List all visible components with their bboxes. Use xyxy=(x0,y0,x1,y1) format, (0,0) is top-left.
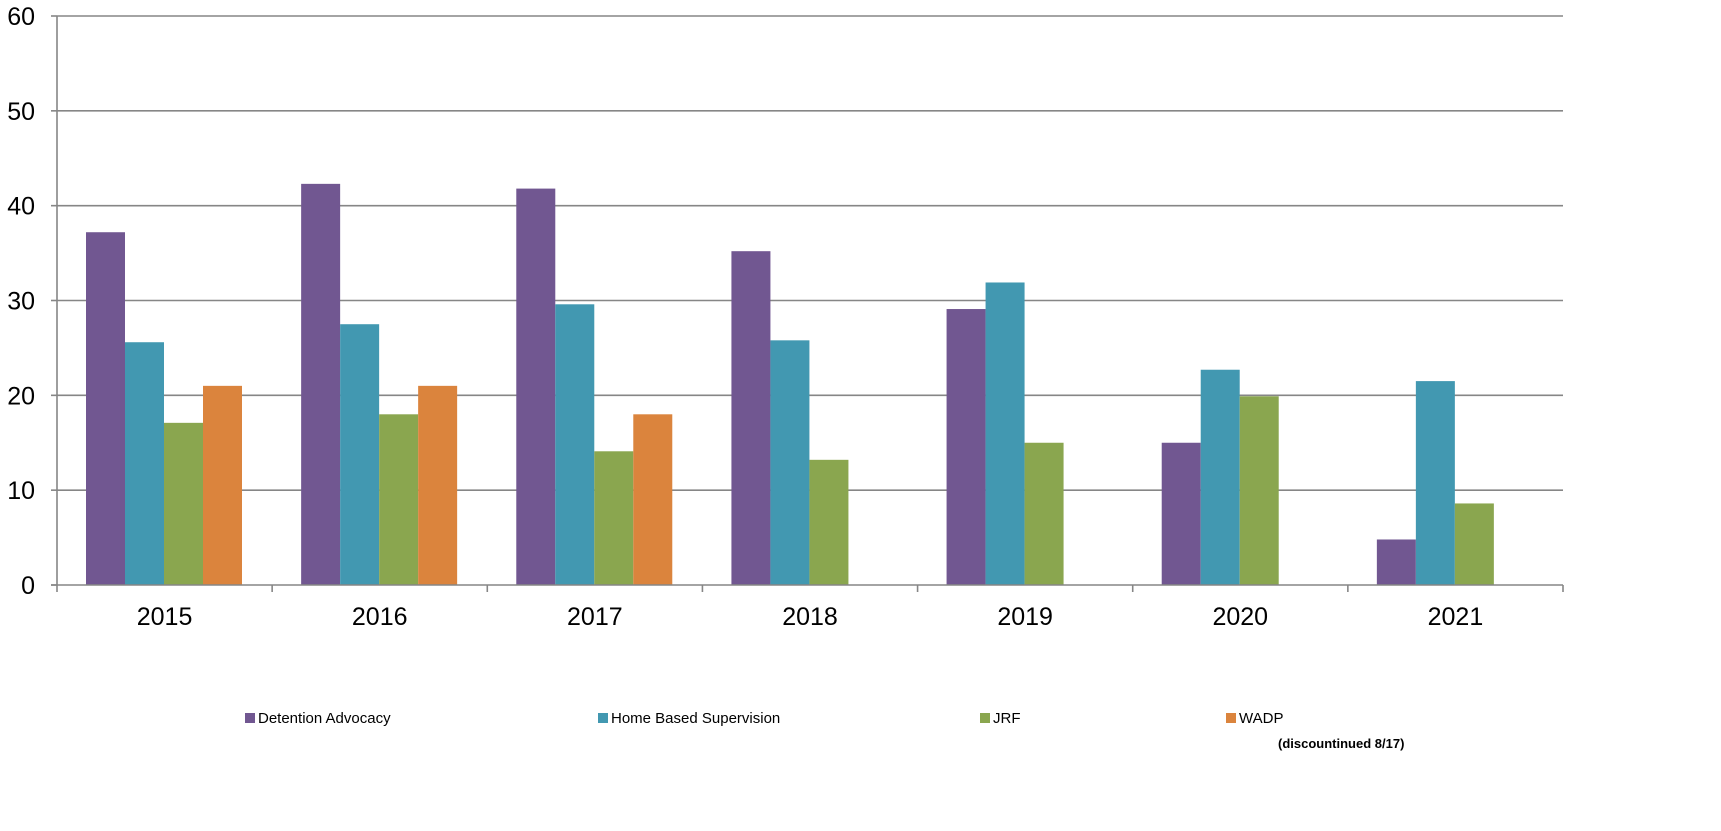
bar-home-based-supervision-2015 xyxy=(125,342,164,585)
x-tick-label: 2015 xyxy=(137,603,193,631)
bar-jrf-2018 xyxy=(809,459,849,585)
bar-home-based-supervision-2019 xyxy=(985,282,1025,585)
bars xyxy=(86,183,1494,586)
legend-swatch xyxy=(245,713,255,723)
y-tick-label: 40 xyxy=(7,193,35,221)
bar-jrf-2017 xyxy=(594,451,634,585)
y-tick-label: 10 xyxy=(7,477,35,505)
x-tick-label: 2016 xyxy=(352,603,408,631)
x-tick-label: 2020 xyxy=(1212,603,1268,631)
legend-label: Home Based Supervision xyxy=(611,710,780,727)
bar-detention-advocacy-2015 xyxy=(86,232,125,585)
y-axis-tick-labels: 0 10 20 30 40 50 60 xyxy=(7,3,35,600)
bar-detention-advocacy-2019 xyxy=(946,309,986,585)
x-tick-label: 2017 xyxy=(567,603,623,631)
legend-note: (discountinued 8/17) xyxy=(1278,736,1404,751)
bar-jrf-2020 xyxy=(1239,396,1279,585)
bar-home-based-supervision-2018 xyxy=(770,340,810,585)
y-tick-label: 50 xyxy=(7,98,35,126)
x-axis-tick-labels: 2015 2016 2017 2018 2019 2020 2021 xyxy=(137,603,1483,631)
y-tick-label: 0 xyxy=(21,572,35,600)
legend: Detention Advocacy Home Based Supervision… xyxy=(245,710,1404,751)
bar-jrf-2019 xyxy=(1024,442,1064,585)
bar-home-based-supervision-2021 xyxy=(1415,381,1455,585)
x-tick-label: 2021 xyxy=(1428,603,1484,631)
bar-detention-advocacy-2016 xyxy=(301,183,341,586)
bar-home-based-supervision-2020 xyxy=(1200,369,1240,585)
axes xyxy=(51,15,1564,592)
legend-swatch xyxy=(1226,713,1236,723)
bar-wadp-2017 xyxy=(633,414,673,585)
bar-detention-advocacy-2021 xyxy=(1376,539,1416,585)
bar-home-based-supervision-2016 xyxy=(340,324,380,585)
y-tick-label: 30 xyxy=(7,288,35,316)
bar-wadp-2015 xyxy=(203,385,242,585)
x-tick-label: 2019 xyxy=(997,603,1053,631)
bar-detention-advocacy-2020 xyxy=(1161,442,1201,585)
legend-swatch xyxy=(598,713,608,723)
bar-detention-advocacy-2017 xyxy=(516,188,556,585)
legend-swatch xyxy=(980,713,990,723)
y-tick-label: 20 xyxy=(7,382,35,410)
bar-jrf-2016 xyxy=(379,414,419,585)
bar-wadp-2016 xyxy=(418,385,458,585)
y-tick-label: 60 xyxy=(7,3,35,31)
bar-jrf-2021 xyxy=(1454,503,1494,585)
gridlines xyxy=(57,15,1563,491)
bar-home-based-supervision-2017 xyxy=(555,304,595,585)
bar-detention-advocacy-2018 xyxy=(731,251,771,586)
bar-jrf-2015 xyxy=(164,422,203,585)
legend-label: JRF xyxy=(993,710,1021,727)
x-tick-label: 2018 xyxy=(782,603,838,631)
legend-label: WADP xyxy=(1239,710,1283,727)
legend-label: Detention Advocacy xyxy=(258,710,391,727)
